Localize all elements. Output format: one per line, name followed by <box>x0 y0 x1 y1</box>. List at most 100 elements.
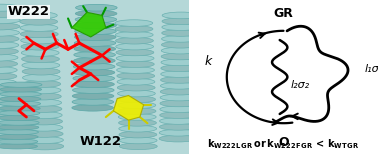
Polygon shape <box>113 95 144 120</box>
Ellipse shape <box>20 30 58 38</box>
Ellipse shape <box>0 29 20 36</box>
Ellipse shape <box>0 111 40 116</box>
Ellipse shape <box>72 93 114 99</box>
Ellipse shape <box>162 24 200 30</box>
Ellipse shape <box>0 10 21 17</box>
Ellipse shape <box>24 105 62 112</box>
Ellipse shape <box>115 20 153 26</box>
Ellipse shape <box>0 104 15 111</box>
Ellipse shape <box>24 112 62 119</box>
Ellipse shape <box>75 16 117 23</box>
Ellipse shape <box>0 134 38 139</box>
Ellipse shape <box>161 65 199 71</box>
Ellipse shape <box>117 67 155 73</box>
Text: GR: GR <box>274 7 293 20</box>
Ellipse shape <box>0 87 42 92</box>
Ellipse shape <box>0 135 13 142</box>
Ellipse shape <box>118 114 156 120</box>
Ellipse shape <box>74 51 115 58</box>
Ellipse shape <box>74 57 115 64</box>
Ellipse shape <box>26 137 64 144</box>
Ellipse shape <box>162 30 200 36</box>
Ellipse shape <box>24 99 62 106</box>
Ellipse shape <box>74 34 116 41</box>
Ellipse shape <box>22 62 60 69</box>
Ellipse shape <box>0 98 15 105</box>
Ellipse shape <box>115 32 153 38</box>
Ellipse shape <box>0 92 41 97</box>
Ellipse shape <box>160 112 198 118</box>
Ellipse shape <box>160 94 198 101</box>
Ellipse shape <box>160 83 198 89</box>
Ellipse shape <box>74 40 116 46</box>
Ellipse shape <box>160 100 198 107</box>
Ellipse shape <box>23 87 61 94</box>
Ellipse shape <box>119 125 156 132</box>
Ellipse shape <box>0 85 16 92</box>
Ellipse shape <box>162 18 200 25</box>
Ellipse shape <box>116 37 153 44</box>
Ellipse shape <box>160 106 198 113</box>
Ellipse shape <box>23 80 60 87</box>
Ellipse shape <box>0 139 38 144</box>
Ellipse shape <box>76 4 117 11</box>
Ellipse shape <box>74 46 116 52</box>
Ellipse shape <box>161 53 199 60</box>
Ellipse shape <box>72 99 114 105</box>
Ellipse shape <box>162 12 200 19</box>
Ellipse shape <box>119 137 157 144</box>
Ellipse shape <box>0 125 39 130</box>
Ellipse shape <box>0 17 20 24</box>
Ellipse shape <box>72 105 113 111</box>
Ellipse shape <box>23 93 61 100</box>
Ellipse shape <box>75 22 116 29</box>
Ellipse shape <box>26 143 64 150</box>
Ellipse shape <box>73 81 114 88</box>
Text: k: k <box>204 55 212 68</box>
Polygon shape <box>72 12 106 37</box>
Ellipse shape <box>117 84 155 91</box>
Ellipse shape <box>0 82 42 87</box>
Ellipse shape <box>116 43 153 50</box>
Text: W222: W222 <box>8 5 50 18</box>
Ellipse shape <box>73 63 115 70</box>
Ellipse shape <box>22 68 60 75</box>
Ellipse shape <box>117 78 155 85</box>
Ellipse shape <box>73 75 115 82</box>
Ellipse shape <box>0 101 40 106</box>
Text: W122: W122 <box>79 135 121 148</box>
Ellipse shape <box>0 23 20 30</box>
Ellipse shape <box>160 88 198 95</box>
Ellipse shape <box>0 129 13 136</box>
Ellipse shape <box>0 79 16 86</box>
Ellipse shape <box>119 143 157 150</box>
Ellipse shape <box>22 55 59 63</box>
Ellipse shape <box>20 12 57 19</box>
Ellipse shape <box>0 42 19 49</box>
Ellipse shape <box>0 73 17 80</box>
Ellipse shape <box>0 144 37 149</box>
Ellipse shape <box>75 10 117 17</box>
Ellipse shape <box>161 41 199 48</box>
Ellipse shape <box>0 110 14 117</box>
Ellipse shape <box>117 73 155 79</box>
Ellipse shape <box>0 116 14 124</box>
Ellipse shape <box>116 49 154 56</box>
Ellipse shape <box>116 61 154 67</box>
Ellipse shape <box>0 35 19 42</box>
Ellipse shape <box>118 102 156 109</box>
Ellipse shape <box>20 24 58 31</box>
Ellipse shape <box>25 124 63 131</box>
Ellipse shape <box>0 60 18 67</box>
Ellipse shape <box>0 123 14 130</box>
Ellipse shape <box>0 106 40 111</box>
Ellipse shape <box>25 118 62 125</box>
Ellipse shape <box>118 96 155 103</box>
Text: O: O <box>278 136 289 148</box>
Ellipse shape <box>0 91 15 99</box>
Ellipse shape <box>161 36 199 42</box>
Ellipse shape <box>75 28 116 34</box>
Ellipse shape <box>20 18 57 25</box>
Ellipse shape <box>25 130 63 137</box>
Ellipse shape <box>119 131 157 138</box>
